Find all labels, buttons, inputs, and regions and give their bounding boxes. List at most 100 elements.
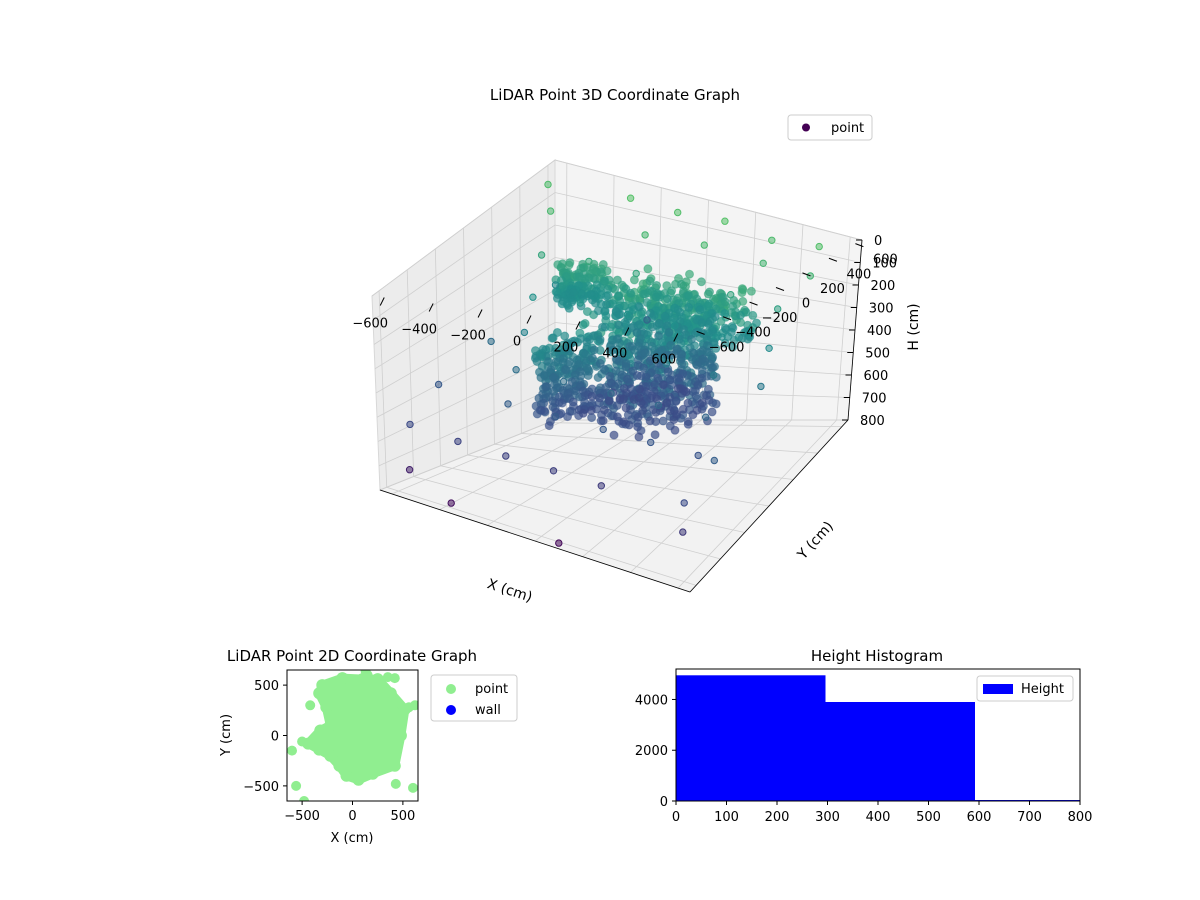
data-point-3d xyxy=(697,318,707,328)
data-point-3d xyxy=(640,348,650,358)
data-point-3d xyxy=(674,208,682,217)
x-tick-label-histogram: 200 xyxy=(765,810,790,825)
data-point-3d xyxy=(599,425,607,434)
data-point-3d xyxy=(654,331,664,341)
data-point-2d xyxy=(291,780,302,791)
data-point-2d xyxy=(340,769,353,782)
data-point-2d xyxy=(297,736,308,747)
data-point-3d xyxy=(565,258,575,268)
data-point-3d xyxy=(653,373,663,383)
x-tick-label-histogram: 700 xyxy=(1017,810,1042,825)
data-point-2d xyxy=(394,729,407,742)
x-tick-label-histogram: 800 xyxy=(1068,810,1093,825)
data-point-2d xyxy=(313,687,326,700)
data-point-3d xyxy=(727,291,735,299)
x-tick-label-histogram: 400 xyxy=(866,810,891,825)
z-tick-label-3d: 0 xyxy=(874,234,882,249)
data-point-3d xyxy=(683,398,693,408)
data-point-3d xyxy=(591,298,600,308)
data-point-2d xyxy=(299,796,310,801)
data-point-3d xyxy=(647,438,655,447)
data-point-3d xyxy=(645,276,655,286)
data-point-2d xyxy=(324,749,337,762)
data-point-3d xyxy=(578,320,588,330)
data-point-3d xyxy=(557,398,567,408)
data-point-3d xyxy=(593,306,603,316)
y-tick-label-3d: 200 xyxy=(820,282,845,297)
x-tick-label-histogram: 600 xyxy=(967,810,992,825)
y-tick-label-3d: 0 xyxy=(802,297,810,312)
x-tick-label-3d: −400 xyxy=(401,323,437,338)
data-point-3d xyxy=(604,396,614,406)
data-point-3d xyxy=(692,405,702,415)
histogram-bars xyxy=(676,675,1080,802)
data-point-3d xyxy=(662,350,672,360)
x-tick-label-histogram: 100 xyxy=(714,810,739,825)
points-2d-clipped xyxy=(287,670,418,801)
legend-label-height: Height xyxy=(1021,682,1064,697)
data-point-3d xyxy=(746,286,756,296)
data-point-3d xyxy=(665,375,675,385)
data-point-3d xyxy=(406,420,414,429)
data-point-3d xyxy=(583,371,593,380)
data-point-3d xyxy=(674,373,684,383)
data-point-3d xyxy=(711,399,721,409)
data-point-3d xyxy=(815,242,823,251)
data-point-3d xyxy=(662,294,672,304)
data-point-3d xyxy=(532,357,542,366)
data-point-3d xyxy=(625,342,635,351)
data-point-3d xyxy=(551,281,560,289)
data-point-3d xyxy=(487,337,495,346)
x-tick-label-histogram: 500 xyxy=(916,810,941,825)
chart-histogram: Height Histogram 0 100 200 300 400 500 600 700 8… xyxy=(635,647,1093,825)
x-tick-3d xyxy=(428,303,434,312)
data-point-3d xyxy=(774,305,782,313)
y-tick-3d xyxy=(722,316,732,321)
data-point-3d xyxy=(405,466,414,474)
data-point-3d xyxy=(662,398,672,408)
z-tick-label-3d: 100 xyxy=(872,257,897,272)
y-tick-3d xyxy=(696,330,705,335)
data-point-3d xyxy=(677,359,687,369)
data-point-3d xyxy=(673,384,683,394)
legend-marker-wall-2d xyxy=(446,705,456,715)
ticks-histogram: 0 100 200 300 400 500 600 700 800 0 2000 4000 xyxy=(635,693,1093,825)
data-point-3d xyxy=(645,416,655,426)
ticks-2d: −500 0 500 −500 0 500 xyxy=(243,679,415,824)
legend-swatch-height xyxy=(983,684,1013,694)
data-point-3d xyxy=(681,330,691,340)
data-point-3d xyxy=(598,322,607,332)
data-point-3d xyxy=(705,287,714,297)
y-axis-label-3d: Y (cm) xyxy=(794,518,837,563)
z-tick-label-3d: 700 xyxy=(862,392,887,407)
data-point-3d xyxy=(757,382,765,391)
data-point-2d xyxy=(333,759,346,772)
data-point-2d xyxy=(384,687,397,700)
data-point-3d xyxy=(622,374,632,384)
y-axis-line xyxy=(689,419,849,593)
data-point-3d xyxy=(612,334,622,344)
data-point-3d xyxy=(704,347,713,357)
legend-3d: point xyxy=(787,114,873,141)
data-point-3d xyxy=(634,302,644,312)
data-point-3d xyxy=(598,416,608,426)
data-point-3d xyxy=(621,403,631,413)
data-point-3d xyxy=(502,452,510,460)
data-point-3d xyxy=(600,405,609,415)
data-point-3d xyxy=(654,318,664,328)
data-point-3d xyxy=(595,393,605,403)
legend-label-point-2d: point xyxy=(475,682,508,697)
data-point-3d xyxy=(634,432,644,442)
x-tick-label-3d: 0 xyxy=(513,335,521,350)
data-point-3d xyxy=(738,285,748,295)
x-tick-label-3d: 400 xyxy=(602,347,627,362)
data-point-3d xyxy=(697,373,707,383)
data-point-3d xyxy=(615,348,623,357)
data-point-3d xyxy=(602,300,611,309)
grid-3d xyxy=(371,159,863,593)
data-point-3d xyxy=(537,251,546,259)
data-point-3d xyxy=(626,288,636,298)
data-point-3d xyxy=(568,340,576,348)
y-tick-label-histogram: 0 xyxy=(660,795,668,810)
histogram-bar xyxy=(825,702,975,801)
